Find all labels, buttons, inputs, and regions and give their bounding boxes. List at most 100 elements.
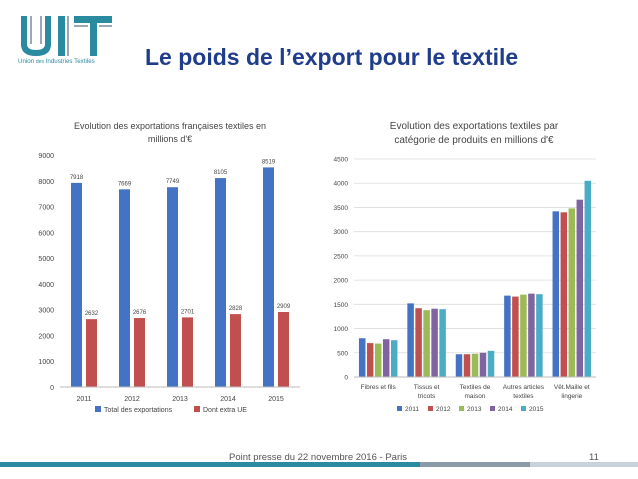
chart2-xtick-label: textiles	[513, 393, 534, 400]
chart2-legend-label: 2011	[405, 406, 419, 413]
chart2-bar	[366, 343, 374, 377]
exports-by-category-chart: Evolution des exportations textiles par …	[334, 121, 596, 413]
chart1-xtick-label: 2014	[220, 396, 236, 403]
chart2-legend-swatch	[459, 406, 464, 411]
chart2-bar	[382, 339, 390, 377]
chart1-bar	[230, 314, 241, 387]
chart2-bar	[487, 350, 495, 377]
chart2-yaxis: 0 500 1000 1500 2000 2500 3000 3500 4000 4500	[334, 157, 349, 382]
chart2-bar	[423, 310, 430, 377]
chart2-xtick-label: Tissus et	[414, 384, 440, 391]
chart1-legend-swatch	[194, 406, 200, 412]
chart1-data-label: 2701	[181, 309, 195, 315]
page-number: 11	[589, 452, 599, 463]
uit-logo: Union des Industries Textiles	[18, 14, 120, 72]
footer-bar-light	[530, 462, 638, 467]
chart2-title-line1: Evolution des exportations textiles par	[390, 121, 559, 132]
slide-title: Le poids de l’export pour le textile	[145, 44, 519, 70]
chart2-ytick-label: 4500	[334, 157, 349, 164]
chart1-data-label: 2632	[85, 311, 99, 317]
chart2-bar	[471, 353, 479, 377]
chart2-bar	[528, 293, 535, 377]
chart1-ytick-label: 8000	[38, 179, 54, 186]
chart1-bar	[278, 312, 289, 387]
footer-bar-grey	[420, 462, 530, 467]
chart1-ytick-label: 2000	[38, 333, 54, 340]
chart2-ytick-label: 4000	[334, 181, 349, 188]
chart1-data-label: 2828	[229, 306, 243, 312]
chart1-data-label: 8105	[214, 170, 228, 176]
chart1-data-label: 2676	[133, 310, 147, 316]
chart2-ytick-label: 1500	[334, 302, 349, 309]
chart2-bar	[584, 180, 592, 377]
chart2-legend-label: 2012	[436, 406, 451, 413]
chart2-xtick-label: Fibres et fils	[361, 384, 397, 391]
chart2-ytick-label: 2500	[334, 253, 349, 260]
chart2-bar	[512, 296, 519, 377]
chart1-xtick-label: 2015	[268, 396, 284, 403]
chart2-bar	[407, 303, 414, 377]
chart1-title-line2: millions d'€	[148, 134, 192, 144]
chart1-ytick-label: 7000	[38, 205, 54, 212]
chart2-xtick-label: Autres articles	[503, 384, 545, 391]
chart2-xtick-label: tricots	[418, 393, 436, 400]
chart1-data-label: 8519	[262, 159, 276, 165]
chart1-bar	[263, 167, 274, 387]
chart1-bar	[86, 319, 97, 387]
footer-bar	[0, 462, 638, 467]
chart1-legend-label: Total des exportations	[104, 407, 173, 414]
chart2-bar	[568, 208, 576, 377]
chart2-bar	[504, 295, 511, 377]
chart1-data-label: 2909	[277, 304, 291, 310]
chart2-legend-swatch	[521, 406, 526, 411]
chart2-legend-swatch	[490, 406, 495, 411]
chart1-ytick-label: 0	[50, 385, 54, 392]
chart2-grid	[354, 158, 596, 378]
chart1-ytick-label: 1000	[38, 359, 54, 366]
logo-letter-u	[21, 16, 51, 56]
chart1-yaxis: 0 1000 2000 3000 4000 5000 6000 7000 8000 9000	[38, 153, 54, 392]
chart2-legend-label: 2014	[498, 406, 513, 413]
chart2-bar	[479, 352, 487, 377]
chart2-bar	[576, 199, 584, 377]
chart1-xtick-label: 2013	[172, 396, 188, 403]
logo-letter-t	[74, 16, 112, 56]
chart2-xtick-label: lingerie	[561, 393, 582, 400]
chart1-data-label: 7918	[70, 175, 84, 181]
chart2-ytick-label: 1000	[334, 326, 349, 333]
chart2-ytick-label: 2000	[334, 278, 349, 285]
chart1-bar	[215, 178, 226, 387]
chart2-bar	[520, 294, 527, 377]
chart1-data-label: 7749	[166, 179, 180, 185]
chart2-bar	[439, 309, 446, 377]
footer-bar-teal	[0, 462, 420, 467]
chart2-legend-swatch	[397, 406, 402, 411]
uit-logo-mark	[21, 16, 112, 56]
chart2-bar	[552, 211, 560, 377]
logo-letter-i	[58, 16, 69, 56]
chart1-legend-label: Dont extra UE	[203, 407, 247, 414]
chart1-xaxis: 2011 2012 2013 2014 2015	[60, 386, 300, 403]
chart2-bar	[536, 294, 543, 377]
chart2-bar	[390, 340, 398, 377]
chart2-bar	[358, 338, 366, 377]
chart1-bars: 7918 2632 7669 2676 7749 2701 8105 2828 8519 2909	[70, 159, 291, 387]
chart2-ytick-label: 0	[344, 375, 348, 382]
chart2-ytick-label: 500	[337, 350, 348, 357]
chart1-xtick-label: 2012	[124, 396, 140, 403]
chart2-xtick-label: Vêt.Maille et	[554, 384, 590, 391]
chart1-ytick-label: 4000	[38, 282, 54, 289]
chart1-title-line1: Evolution des exportations françaises te…	[74, 121, 266, 131]
chart2-ytick-label: 3500	[334, 205, 349, 212]
chart1-bar	[134, 318, 145, 387]
chart1-bar	[167, 187, 178, 387]
chart2-bars	[358, 180, 592, 377]
exports-total-chart: Evolution des exportations françaises te…	[38, 121, 300, 414]
chart1-ytick-label: 6000	[38, 230, 54, 237]
logo-caption: Union des Industries Textiles	[18, 58, 95, 65]
chart1-ytick-label: 5000	[38, 256, 54, 263]
chart2-bar	[415, 308, 422, 377]
chart1-ytick-label: 9000	[38, 153, 54, 160]
chart1-xtick-label: 2011	[76, 396, 91, 403]
chart2-bar	[374, 343, 382, 377]
